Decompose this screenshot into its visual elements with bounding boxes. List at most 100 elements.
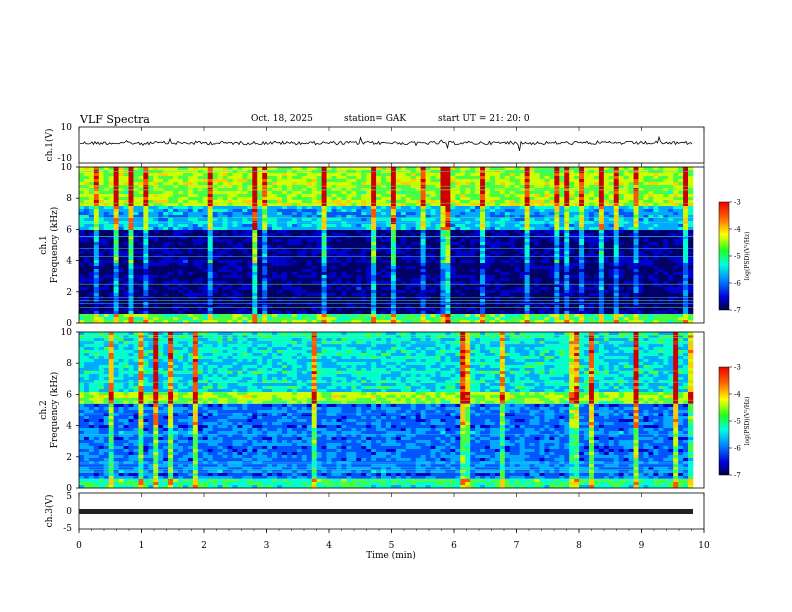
spectrogram-cell [321, 167, 327, 171]
spectrogram-cell [499, 185, 506, 189]
spectrogram-cell [311, 266, 317, 270]
spectrogram-cell [390, 281, 397, 285]
spectrogram-cell [173, 299, 179, 303]
spectrogram-cell [138, 308, 144, 312]
spectrogram-cell [539, 272, 545, 276]
spectrogram-cell [341, 224, 347, 228]
spectrogram-cell [79, 230, 85, 234]
spectrogram-cell [326, 233, 332, 237]
spectrogram-cell [470, 281, 476, 285]
spectrogram-cell [381, 266, 387, 270]
spectrogram-cell [366, 299, 372, 303]
spectrogram-cell [430, 299, 436, 303]
spectrogram-cell [489, 176, 496, 180]
spectrogram-cell [88, 278, 95, 282]
spectrogram-cell [361, 248, 367, 252]
spectrogram-cell [509, 260, 516, 264]
spectrogram-cell [366, 266, 372, 270]
spectrogram-cell [222, 278, 228, 282]
spectrogram-cell [445, 200, 451, 204]
spectrogram-cell [227, 260, 233, 264]
spectrogram-cell [301, 278, 308, 282]
spectrogram-cell [415, 203, 421, 207]
spectrogram-cell [282, 206, 288, 210]
spectrogram-cell [222, 176, 228, 180]
spectrogram-cell [376, 290, 382, 294]
spectrogram-cell [178, 200, 184, 204]
spectrogram-cell [415, 248, 421, 252]
spectrogram-cell [430, 242, 436, 246]
spectrogram-cell [173, 269, 179, 273]
spectrogram-cell [331, 224, 337, 228]
spectrogram-cell [247, 203, 253, 207]
spectrogram-cell [232, 191, 238, 195]
spectrogram-cell [93, 209, 100, 213]
spectrogram-cell [306, 269, 313, 273]
spectrogram-cell [440, 263, 446, 267]
spectrogram-cell [519, 233, 525, 237]
spectrogram-cell [113, 317, 119, 321]
spectrogram-cell [460, 236, 466, 240]
spectrogram-cell [207, 263, 213, 267]
spectrogram-cell [173, 179, 179, 183]
figure-title: VLF Spectra [80, 113, 150, 126]
spectrogram-cell [366, 278, 372, 282]
spectrogram-cell [316, 185, 322, 189]
spectrogram-cell [103, 263, 110, 267]
spectrogram-cell [128, 218, 134, 222]
spectrogram-cell [514, 293, 520, 297]
spectrogram-cell [143, 197, 149, 201]
spectrogram-cell [232, 311, 238, 315]
spectrogram-cell [371, 224, 377, 228]
spectrogram-cell [386, 317, 392, 321]
spectrogram-cell [93, 179, 100, 183]
spectrogram-cell [351, 203, 357, 207]
spectrogram-cell [202, 266, 209, 270]
spectrogram-cell [252, 266, 258, 270]
spectrogram-cell [98, 260, 105, 264]
spectrogram-cell [88, 209, 95, 213]
spectrogram-cell [539, 179, 545, 183]
spectrogram-cell [118, 173, 124, 177]
spectrogram-cell [252, 242, 258, 246]
spectrogram-cell [465, 206, 471, 210]
spectrogram-cell [222, 182, 228, 186]
spectrogram-cell [440, 218, 446, 222]
spectrogram-cell [79, 281, 85, 285]
spectrogram-cell [88, 305, 95, 309]
spectrogram-cell [480, 254, 486, 258]
spectrogram-cell [326, 200, 332, 204]
spectrogram-cell [187, 224, 194, 228]
spectrogram-cell [420, 239, 426, 243]
spectrogram-cell [98, 269, 105, 273]
spectrogram-cell [331, 263, 337, 267]
spectrogram-cell [336, 245, 342, 249]
spectrogram-cell [291, 263, 298, 267]
spectrogram-cell [257, 179, 263, 183]
spectrogram-cell [197, 287, 204, 291]
spectrogram-cell [465, 176, 471, 180]
spectrogram-cell [489, 236, 496, 240]
spectrogram-cell [420, 167, 426, 171]
spectrogram-cell [509, 284, 516, 288]
spectrogram-cell [395, 215, 402, 219]
spectrogram-cell [93, 167, 100, 171]
spectrogram-cell [222, 173, 228, 177]
spectrogram-cell [158, 167, 164, 171]
spectrogram-cell [514, 320, 520, 324]
spectrogram-cell [386, 185, 392, 189]
spectrogram-cell [341, 320, 347, 324]
spectrogram-cell [93, 176, 100, 180]
spectrogram-cell [306, 209, 313, 213]
spectrogram-cell [212, 227, 218, 231]
spectrogram-cell [182, 257, 189, 261]
spectrogram-cell [331, 203, 337, 207]
spectrogram-cell [88, 320, 95, 324]
spectrogram-cell [237, 212, 243, 216]
spectrogram-cell [306, 197, 313, 201]
spectrogram-cell [509, 305, 516, 309]
spectrogram-cell [207, 293, 213, 297]
spectrogram-cell [470, 251, 476, 255]
spectrogram-cell [247, 167, 253, 171]
spectrogram-cell [489, 191, 496, 195]
